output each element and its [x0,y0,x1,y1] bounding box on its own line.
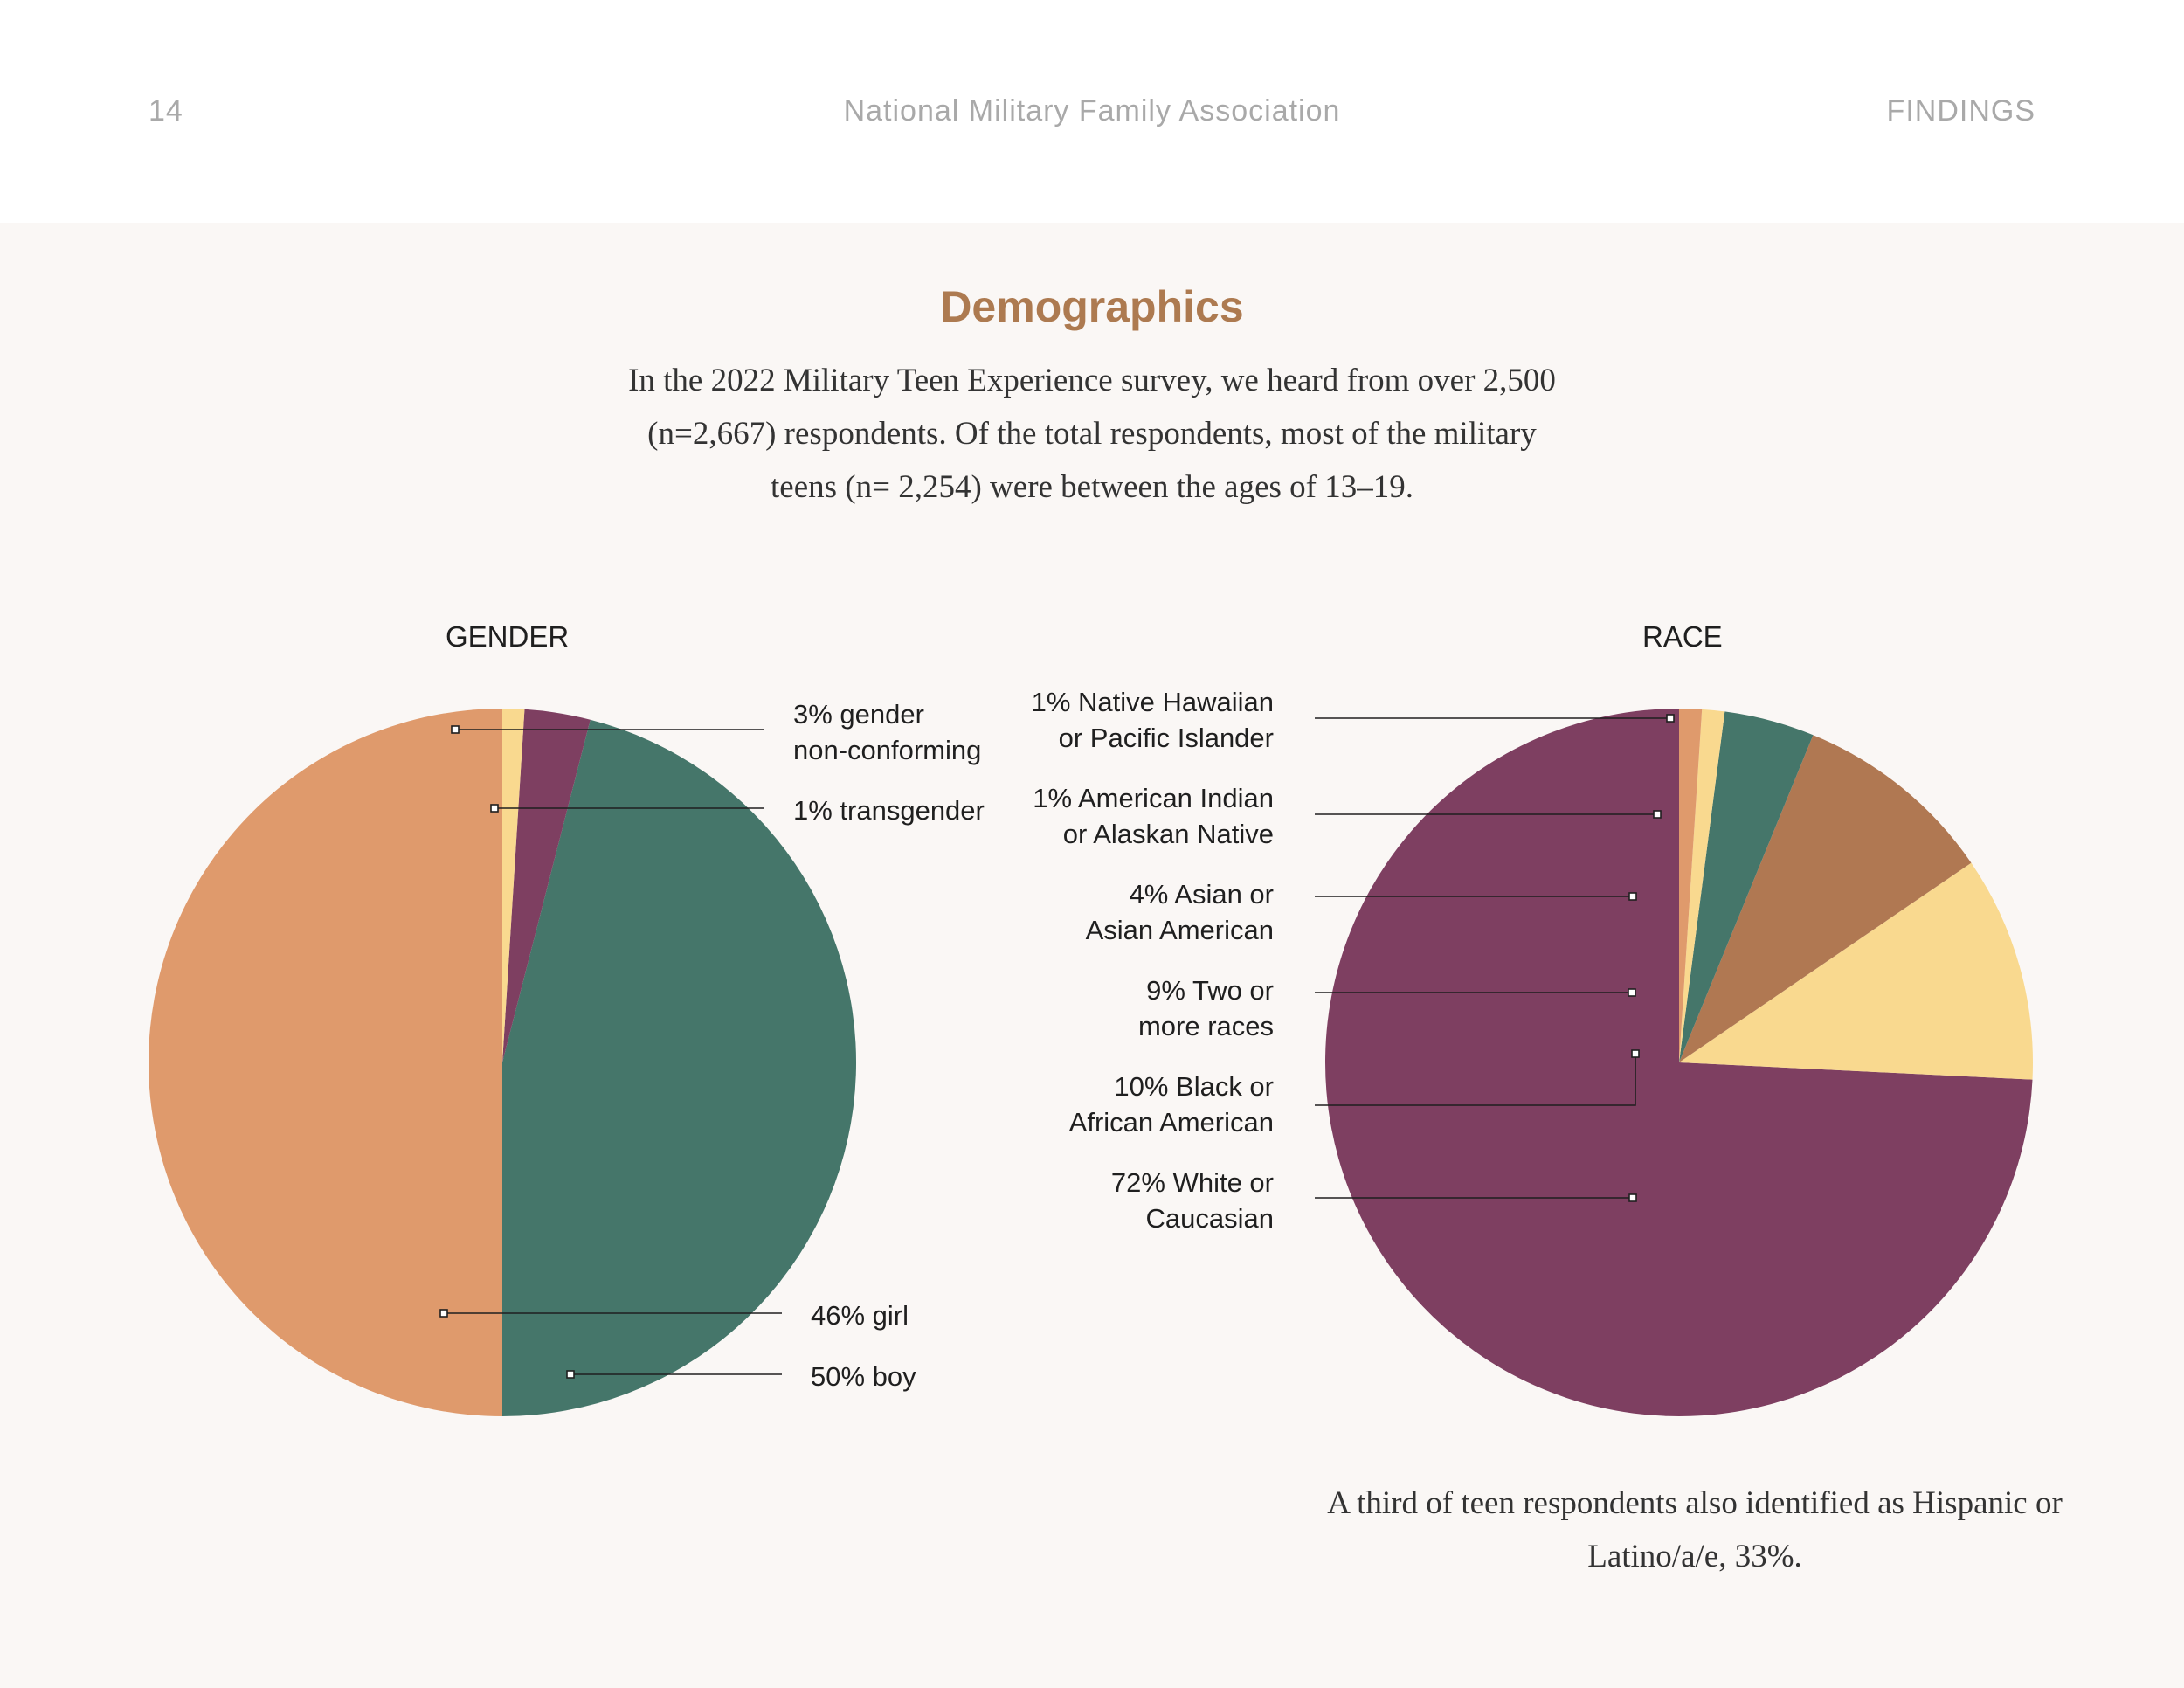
pie-slice-girl [502,719,857,1416]
slice-label-line: 50% boy [811,1361,916,1392]
leader-dot-black [1631,1049,1640,1058]
race-chart-title: RACE [1642,620,1723,653]
page-title: Demographics [940,282,1244,331]
slice-label-transgender: 1% transgender [793,792,985,828]
organization-name: National Military Family Association [843,94,1341,128]
slice-label-line: more races [1137,1011,1274,1041]
slice-label-two-or-more: 9% Two or more races [1138,972,1274,1044]
slice-label-line: Asian American [1085,915,1274,945]
pie-slice-american-indian [1679,709,1725,1062]
pie-slice-native-hawaiian [1679,709,1703,1062]
leader-dot-white [1628,1193,1637,1202]
leader-dot-boy [566,1370,575,1379]
pie-slice-asian [1679,711,1814,1062]
section-name: FINDINGS [1886,94,2035,128]
page-number: 14 [149,94,183,128]
leader-dot-girl [439,1309,448,1318]
leader-dot-american-indian [1653,810,1662,819]
leader-dot-gender-nonconforming [451,725,460,734]
slice-label-line: or Alaskan Native [1062,819,1274,849]
leader-dot-native-hawaiian [1666,714,1675,723]
leader-dot-transgender [490,804,499,813]
slice-label-line: 46% girl [811,1300,909,1331]
slice-label-asian: 4% Asian or Asian American [1086,876,1274,948]
slice-label-line: 1% Native Hawaiian [1031,687,1274,717]
gender-chart-title: GENDER [446,620,570,653]
race-pie [1324,709,2033,1416]
slice-label-boy: 50% boy [811,1359,916,1394]
pie-slice-boy [149,709,502,1416]
gender-pie [149,709,857,1416]
pie-slice-transgender [502,709,525,1062]
slice-label-line: 1% transgender [793,795,985,826]
leader-dot-asian [1628,892,1637,901]
slice-label-line: non-conforming [793,735,982,765]
slice-label-american-indian: 1% American Indian or Alaskan Native [1033,780,1274,852]
slice-label-line: 3% gender [793,699,924,730]
pie-slice-black [1679,862,2033,1080]
slice-label-line: 72% White or [1110,1167,1274,1198]
page-header: 14 National Military Family Association … [0,0,2184,223]
slice-label-line: Caucasian [1145,1203,1274,1234]
slice-label-native-hawaiian: 1% Native Hawaiian or Pacific Islander [1032,684,1274,756]
slice-label-white: 72% White or Caucasian [1111,1165,1274,1236]
slice-label-line: African American [1068,1107,1274,1138]
slice-label-line: 1% American Indian [1033,783,1274,813]
pie-slice-gender-nonconforming [502,709,591,1062]
slice-label-line: 4% Asian or [1129,879,1274,910]
slice-label-black: 10% Black or African American [1069,1069,1274,1140]
pie-slice-two-or-more [1679,735,1972,1062]
leader-dot-two-or-more [1628,988,1636,997]
slice-label-gender-nonconforming: 3% gender non-conforming [793,696,981,768]
slice-label-girl: 46% girl [811,1297,909,1333]
hispanic-footnote: A third of teen respondents also identif… [1327,1485,2063,1574]
label-leader-lines [439,714,1675,1379]
leader-line-black [1315,1054,1636,1106]
slice-label-line: 10% Black or [1114,1071,1274,1102]
intro-paragraph: In the 2022 Military Teen Experience sur… [628,363,1556,505]
slice-label-line: or Pacific Islander [1058,723,1274,753]
pie-slice-white [1324,709,2033,1416]
slice-label-line: 9% Two or [1146,975,1274,1006]
